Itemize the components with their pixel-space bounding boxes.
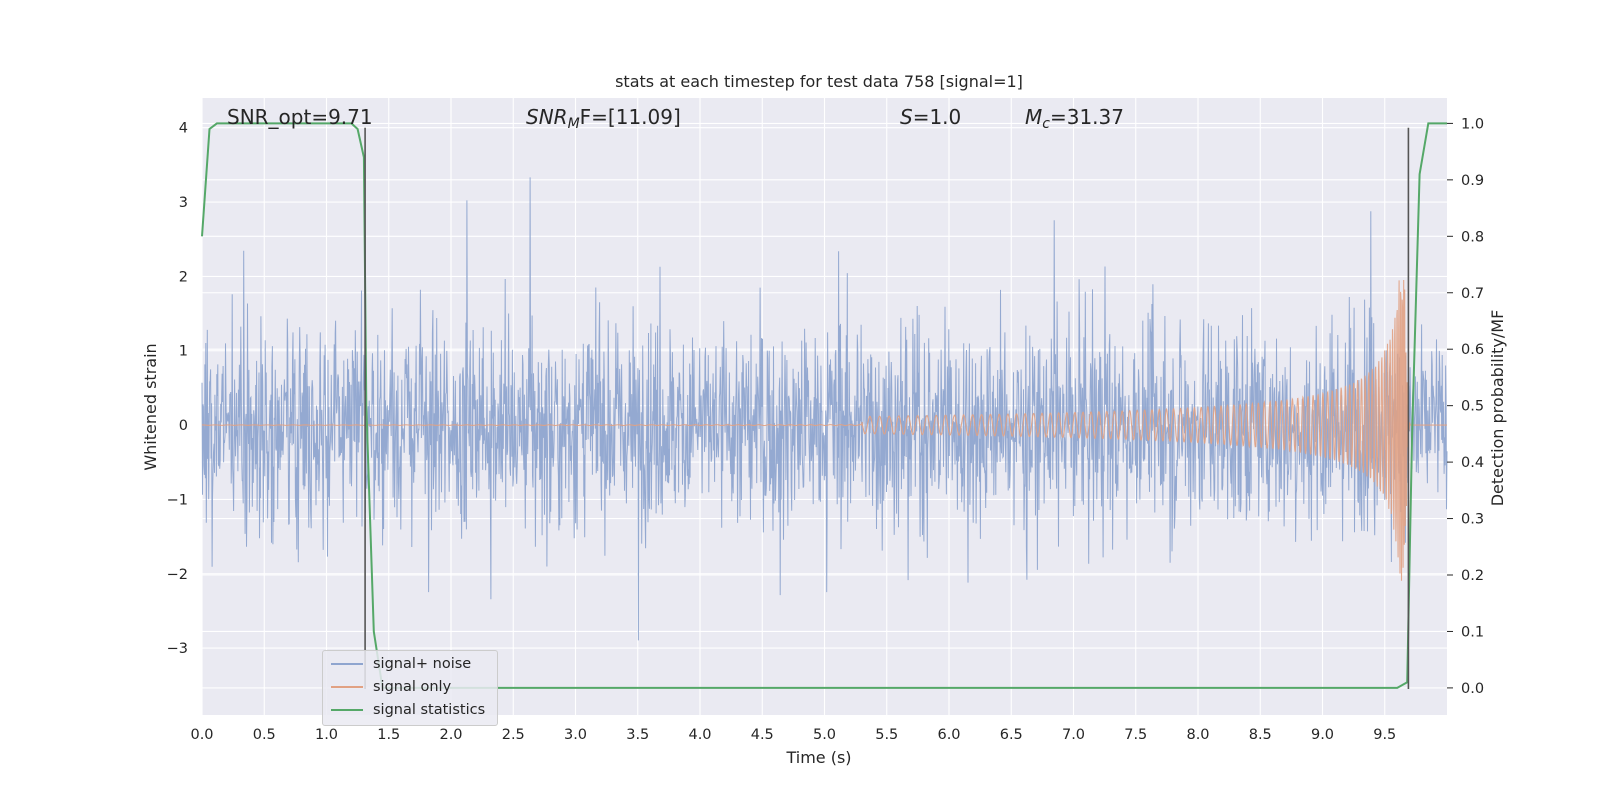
annotation-mc-sub: c <box>1042 116 1050 132</box>
legend-swatch <box>331 663 363 665</box>
legend-item-signal-statistics: signal statistics <box>331 699 485 721</box>
x-tick-label: 0.0 <box>190 727 213 743</box>
y-tick-label-left: −2 <box>167 567 188 583</box>
y-tick-label-left: 4 <box>179 121 188 137</box>
series-signal-only <box>202 279 1447 581</box>
x-tick-label: 1.0 <box>315 727 338 743</box>
y-tick-label-left: −1 <box>167 492 188 508</box>
legend-swatch <box>331 686 363 688</box>
annotation-s: S=1.0 <box>900 105 961 129</box>
x-tick-label: 6.5 <box>1000 727 1023 743</box>
y-tick-label-right: 0.2 <box>1461 568 1484 584</box>
annotation-snr-opt: SNR_opt=9.71 <box>227 105 373 129</box>
x-tick-label: 2.0 <box>439 727 462 743</box>
y-tick-label-right: 0.0 <box>1461 681 1484 697</box>
annotation-mc-tail: =31.37 <box>1050 105 1124 129</box>
y-tick-label-right: 0.4 <box>1461 455 1484 471</box>
x-tick-label: 3.0 <box>564 727 587 743</box>
y-tick-label-right: 0.3 <box>1461 512 1484 528</box>
legend-label: signal only <box>373 679 452 695</box>
x-tick-label: 6.0 <box>937 727 960 743</box>
y-tick-label-right: 1.0 <box>1461 116 1484 132</box>
y-tick-label-left: 3 <box>179 195 188 211</box>
detection-markers <box>364 127 1410 689</box>
y-tick-label-left: 2 <box>179 269 188 285</box>
x-tick-label: 0.5 <box>253 727 276 743</box>
x-tick-label: 3.5 <box>626 727 649 743</box>
y-tick-label-right: 0.6 <box>1461 342 1484 358</box>
legend-item-signal-only: signal only <box>331 676 451 698</box>
x-tick-label: 5.5 <box>875 727 898 743</box>
x-tick-label: 2.5 <box>502 727 525 743</box>
y-tick-label-left: 1 <box>179 344 188 360</box>
y-tick-label-right: 0.1 <box>1461 624 1484 640</box>
y-tick-label-right: 0.9 <box>1461 173 1484 189</box>
x-tick-label: 8.5 <box>1249 727 1272 743</box>
y-tick-label-right: 0.5 <box>1461 399 1484 415</box>
annotation-snr-mf-tail: F=[11.09] <box>580 105 681 129</box>
y-axis-label-left: Whitened strain <box>141 343 160 470</box>
axis-ticks: 0.0 0.5 1.0 1.5 2.0 2.5 3.0 3.5 4.0 4.5 5.0 5.5 6.0 6… <box>167 116 1484 743</box>
x-tick-label: 9.5 <box>1373 727 1396 743</box>
x-tick-label: 4.0 <box>688 727 711 743</box>
x-tick-label: 7.5 <box>1124 727 1147 743</box>
chart-title: stats at each timestep for test data 758… <box>615 72 1023 91</box>
series-signal-statistics <box>201 122 1447 689</box>
signal-only-line <box>202 279 1447 581</box>
x-tick-label: 8.0 <box>1186 727 1209 743</box>
y-tick-label-left: −3 <box>167 641 188 657</box>
annotation-s-tail: =1.0 <box>913 105 962 129</box>
y-axis-label-right: Detection probability/MF <box>1488 310 1507 507</box>
x-tick-label: 9.0 <box>1311 727 1334 743</box>
legend-label: signal statistics <box>373 702 486 718</box>
annotation-mc-var: M <box>1025 105 1042 129</box>
y-tick-label-left: 0 <box>179 418 188 434</box>
x-tick-label: 5.0 <box>813 727 836 743</box>
annotation-snr-mf: SNRMF=[11.09] <box>526 105 681 132</box>
legend-item-signal-plus-noise: signal+ noise <box>331 653 471 675</box>
y-tick-label-right: 0.7 <box>1461 286 1484 302</box>
x-axis-label: Time (s) <box>785 748 851 767</box>
annotation-snr-mf-sub: M <box>568 116 580 132</box>
x-tick-label: 4.5 <box>751 727 774 743</box>
annotation-snr-mf-var: SNR <box>526 105 568 129</box>
legend: signal+ noise signal only signal statist… <box>322 650 498 726</box>
annotation-mc: Mc=31.37 <box>1025 105 1124 132</box>
legend-swatch <box>331 709 363 711</box>
x-tick-label: 7.0 <box>1062 727 1085 743</box>
annotation-s-var: S <box>900 105 913 129</box>
signal-statistics-line <box>201 122 1447 689</box>
legend-label: signal+ noise <box>373 656 472 672</box>
x-tick-label: 1.5 <box>377 727 400 743</box>
y-tick-label-right: 0.8 <box>1461 229 1484 245</box>
